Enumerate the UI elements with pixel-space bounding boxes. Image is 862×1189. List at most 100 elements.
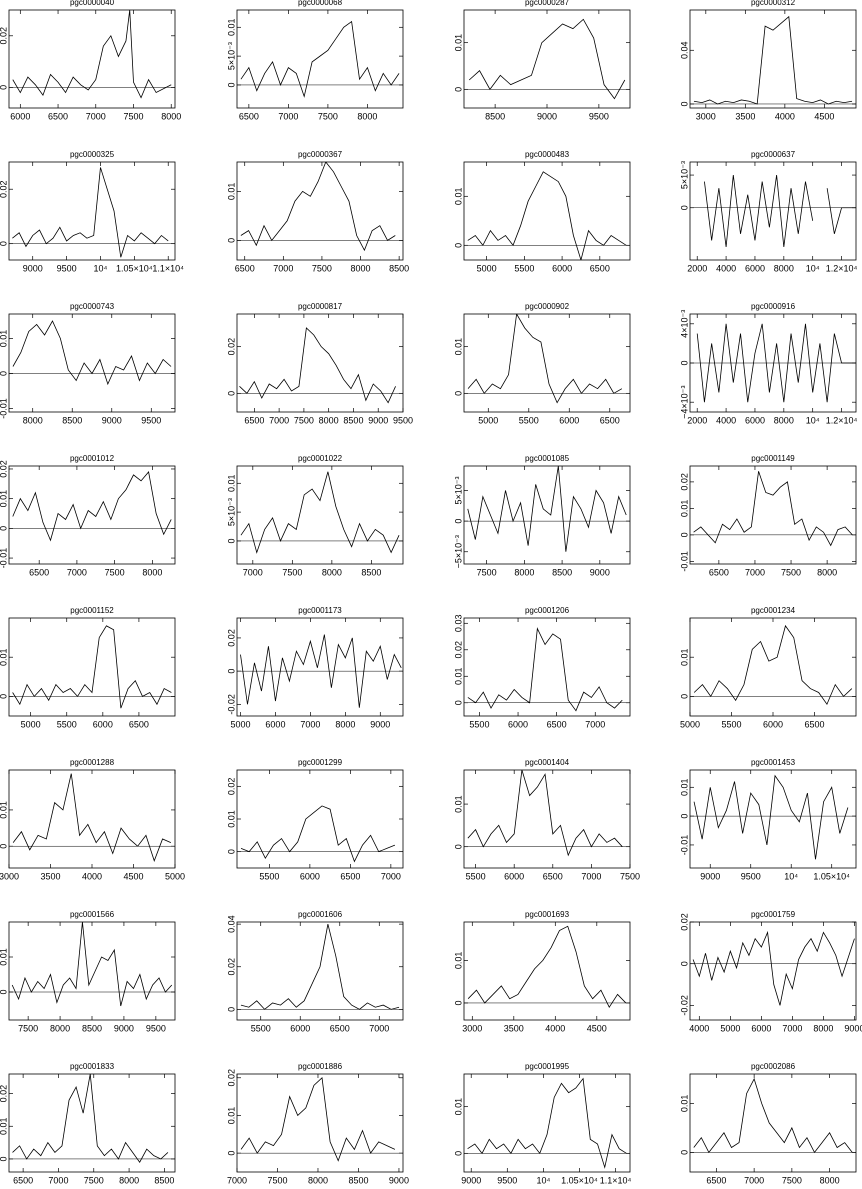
- panel-title: pgc0001022: [298, 454, 343, 463]
- y-tick-label: 0: [226, 238, 236, 243]
- x-tick-label: 7000: [227, 1175, 247, 1185]
- panel-title: pgc0000743: [70, 302, 115, 311]
- spectrum-line: [12, 773, 172, 862]
- y-tick-label: 0: [679, 101, 689, 106]
- x-tick-label: 8500: [361, 567, 381, 577]
- x-tick-label: 5500: [721, 719, 741, 729]
- y-tick-label: 0.02: [226, 629, 236, 647]
- y-tick-label: 0.01: [679, 1095, 689, 1113]
- x-tick-label: 4000: [689, 1023, 709, 1033]
- y-tick-label: 5×10⁻³: [679, 161, 689, 189]
- x-tick-label: 5000: [720, 1023, 740, 1033]
- y-tick-label: 0: [679, 1150, 689, 1155]
- x-tick-label: 9000: [389, 1175, 409, 1185]
- spectrum-line: [696, 323, 856, 403]
- panel-title: pgc0001886: [298, 1062, 343, 1071]
- plot-frame: [8, 161, 176, 261]
- panel: pgc0001995 9000 9500 10⁴ 1.05×10⁴ 1.1×10⁴ 0 0.0…: [453, 1062, 631, 1185]
- x-tick-label: 7500: [84, 1175, 104, 1185]
- y-tick-label: 0.01: [0, 801, 8, 819]
- panel: pgc0001288 3000 3500 4000 4500 5000 0 0.01: [0, 758, 185, 881]
- y-tick-label: 0: [453, 844, 463, 849]
- panel: pgc0000367 6500 7000 7500 8000 8500 0 0.01: [226, 150, 409, 273]
- y-tick-label: 0.04: [679, 42, 689, 60]
- spectrum-line: [12, 167, 169, 258]
- plot-frame: [236, 921, 404, 1021]
- y-tick-label: 0.01: [679, 648, 689, 666]
- x-tick-label: 5500: [469, 719, 489, 729]
- spectrum-line: [467, 1077, 627, 1169]
- x-tick-label: 7000: [278, 111, 298, 121]
- x-tick-label: 5000: [165, 871, 185, 881]
- panel-title: pgc0001012: [70, 454, 115, 463]
- spectrum-line: [693, 774, 849, 860]
- x-tick-label: 6500: [235, 263, 255, 273]
- x-tick-label: 8000: [308, 1175, 328, 1185]
- y-tick-label: 0: [0, 371, 8, 376]
- y-tick-label: 0.02: [226, 958, 236, 976]
- panel-title: pgc0001288: [70, 758, 115, 767]
- y-tick-label: 0: [0, 694, 8, 699]
- x-tick-label: 9000: [461, 1175, 481, 1185]
- x-tick-label: 8500: [154, 1175, 174, 1185]
- plot-frame: [8, 617, 176, 717]
- plot-frame: [236, 161, 404, 261]
- x-tick-label: 7000: [269, 415, 289, 425]
- x-tick-label: 6000: [290, 1023, 310, 1033]
- x-tick-label: 6500: [239, 111, 259, 121]
- x-tick-label: 5000: [680, 719, 700, 729]
- plot-frame: [236, 9, 404, 109]
- panel: pgc0000287 8500 9000 9500 0 0.01: [453, 0, 631, 121]
- y-tick-label: 0.01: [679, 500, 689, 518]
- y-tick-label: 0.02: [226, 778, 236, 796]
- x-tick-label: 7000: [67, 567, 87, 577]
- x-tick-label: 8500: [389, 263, 409, 273]
- y-tick-label: 0: [679, 961, 689, 966]
- panel: pgc0000312 3000 3500 4000 4500 0 0.04: [679, 0, 857, 121]
- x-tick-label: 2000: [687, 263, 707, 273]
- x-tick-label: 6000: [745, 415, 765, 425]
- x-tick-label: 7000: [86, 111, 106, 121]
- y-tick-label: 0: [679, 532, 689, 537]
- spectrum-line: [467, 314, 623, 404]
- y-tick-label: 0.02: [226, 1069, 236, 1087]
- spectrum-line: [692, 930, 855, 1006]
- y-tick-label: 0: [453, 87, 463, 92]
- x-tick-label: 8000: [335, 719, 355, 729]
- panel-title: pgc0001206: [525, 606, 570, 615]
- x-tick-label: 6500: [48, 111, 68, 121]
- y-tick-label: 0.01: [226, 810, 236, 828]
- x-tick-label: 7000: [300, 719, 320, 729]
- panel-title: pgc0000916: [751, 302, 796, 311]
- y-tick-label: 0: [0, 241, 8, 246]
- x-tick-label: 8500: [343, 415, 363, 425]
- y-tick-label: 0: [453, 700, 463, 705]
- y-tick-label: 0: [226, 669, 236, 674]
- spectrum-line: [467, 925, 627, 1009]
- y-tick-label: 0: [226, 391, 236, 396]
- x-tick-label: 3500: [40, 871, 60, 881]
- y-tick-label: 0.01: [453, 338, 463, 356]
- spectrum-line: [11, 922, 173, 1007]
- spectrum-line: [468, 18, 626, 100]
- panel-title: pgc0000637: [751, 150, 796, 159]
- x-tick-label: 3500: [735, 111, 755, 121]
- x-tick-label: 5500: [57, 719, 77, 729]
- x-tick-label: 6500: [29, 567, 49, 577]
- y-tick-label: -0.02: [226, 694, 236, 715]
- panel-title: pgc0002086: [751, 1062, 796, 1071]
- spectrum-line: [240, 634, 402, 708]
- spectrum-line: [240, 20, 400, 98]
- panel-title: pgc0000287: [525, 0, 570, 7]
- x-tick-label: 6000: [763, 719, 783, 729]
- x-tick-label: 5500: [259, 871, 279, 881]
- plot-frame: [8, 9, 176, 109]
- y-tick-label: 5×10⁻³: [226, 42, 236, 70]
- y-tick-label: -0.01: [679, 551, 689, 572]
- panel: pgc0001606 5500 6000 6500 7000 0 0.02 0.04: [226, 910, 404, 1033]
- panel: pgc0001149 6500 7000 7500 8000 -0.01 0 0.01 0.02: [679, 454, 857, 577]
- panel-title: pgc0001085: [525, 454, 570, 463]
- x-tick-label: 9000: [700, 871, 720, 881]
- plot-frame: [689, 1073, 857, 1173]
